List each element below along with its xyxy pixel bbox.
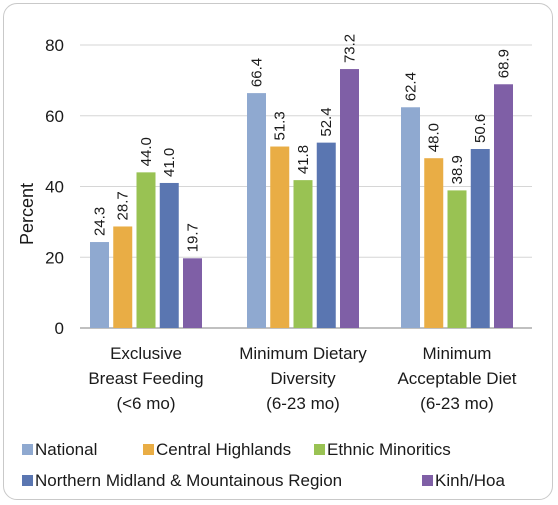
bar xyxy=(293,180,313,328)
legend-swatch xyxy=(422,475,433,486)
bar xyxy=(494,84,513,328)
legend-swatch xyxy=(22,475,33,486)
legend-swatch xyxy=(143,444,154,455)
x-tick-label: (<6 mo) xyxy=(116,394,175,413)
legend-swatch xyxy=(314,444,325,455)
bar xyxy=(90,242,109,328)
data-label: 51.3 xyxy=(272,111,289,140)
y-tick-label: 60 xyxy=(45,107,64,126)
bar xyxy=(401,107,420,328)
data-labels: 24.3 66.4 62.4 28.7 51.3 48.0 44.0 41.8 38.9 41.0… xyxy=(92,34,513,252)
data-label: 62.4 xyxy=(403,72,420,101)
data-label: 48.0 xyxy=(426,123,443,152)
data-label: 41.8 xyxy=(295,145,312,174)
data-label: 52.4 xyxy=(318,107,335,136)
legend-item: National xyxy=(35,440,97,459)
data-label: 44.0 xyxy=(138,137,155,166)
data-label: 68.9 xyxy=(496,49,513,78)
bar xyxy=(247,93,266,328)
x-tick-label: Diversity xyxy=(270,369,336,388)
bar xyxy=(447,190,467,328)
y-tick-label: 20 xyxy=(45,248,64,267)
bar xyxy=(316,142,336,328)
legend-item: Northern Midland & Mountainous Region xyxy=(35,471,342,490)
x-tick-label: Acceptable Diet xyxy=(397,369,516,388)
y-tick-label: 40 xyxy=(45,178,64,197)
data-label: 38.9 xyxy=(449,155,466,184)
bar xyxy=(340,69,359,329)
data-label: 19.7 xyxy=(185,223,202,252)
y-tick-label: 0 xyxy=(55,319,64,338)
bar xyxy=(183,258,202,328)
data-label: 41.0 xyxy=(161,148,178,177)
category-labels: Exclusive Breast Feeding (<6 mo) Minimum Di… xyxy=(88,344,516,413)
y-axis-label: Percent xyxy=(17,183,37,245)
legend-item: Kinh/Hoa xyxy=(435,471,505,490)
data-label: 24.3 xyxy=(92,207,109,236)
x-tick-label: Minimum Dietary xyxy=(239,344,367,363)
bar xyxy=(470,149,490,328)
x-tick-label: Exclusive xyxy=(110,344,182,363)
x-tick-label: (6-23 mo) xyxy=(420,394,494,413)
legend-swatch xyxy=(22,444,33,455)
data-label: 50.6 xyxy=(472,114,489,143)
bar xyxy=(136,172,156,328)
legend: National Central Highlands Ethnic Minoriti… xyxy=(22,440,505,490)
x-tick-label: (6-23 mo) xyxy=(266,394,340,413)
data-label: 28.7 xyxy=(115,191,132,220)
y-tick-label: 80 xyxy=(45,36,64,55)
bar xyxy=(113,226,133,328)
y-axis-ticks: 0 20 40 60 80 xyxy=(45,36,64,338)
bar xyxy=(270,146,290,328)
x-tick-label: Breast Feeding xyxy=(88,369,203,388)
legend-item: Central Highlands xyxy=(156,440,291,459)
data-label: 73.2 xyxy=(342,34,359,63)
bar xyxy=(159,182,179,328)
data-label: 66.4 xyxy=(249,58,266,87)
legend-item: Ethnic Minoritics xyxy=(327,440,451,459)
bar xyxy=(424,158,444,328)
x-tick-label: Minimum xyxy=(423,344,492,363)
bars xyxy=(90,69,513,329)
